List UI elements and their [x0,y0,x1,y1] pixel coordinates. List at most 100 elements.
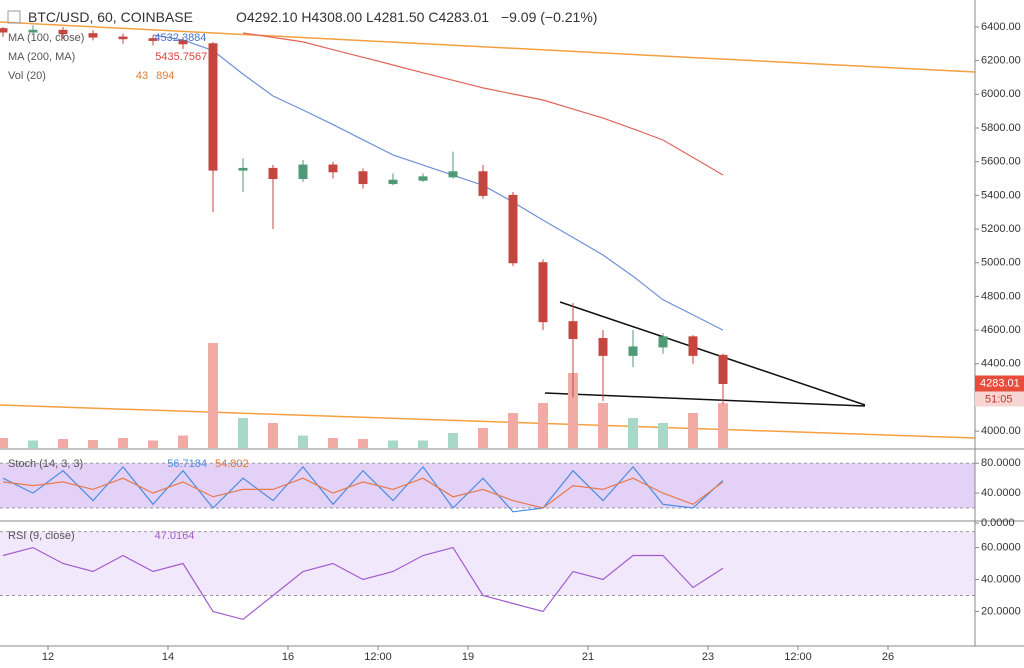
volume-bar [658,423,668,448]
indicator-line [2,477,724,509]
volume-bar [208,343,218,448]
candle-body [238,167,248,171]
candle-body [178,39,188,45]
volume-bar [598,403,608,448]
volume-bar [478,428,488,448]
legend-value: 43 [136,70,148,82]
candle-body [58,29,68,35]
volume-bar [0,438,8,448]
ohlc-value: 4292.10 [247,9,298,25]
x-tick-label: 12:00 [364,651,392,663]
candle-body [538,262,548,323]
legend-name: MA (100, close) [8,32,84,44]
volume-bar [118,438,128,448]
price-tag [975,375,1024,392]
legend-value: 47.0164 [155,530,195,542]
ohlc: O4292.10 H4308.00 L4281.50 C4283.01 −9.0… [236,9,597,25]
y-tick-label: 4600.00 [981,324,1021,336]
y-tick-label: 4400.00 [981,358,1021,370]
change: −9.09 (−0.21%) [501,9,598,25]
candle-body [598,338,608,356]
ma-line [152,34,724,331]
volume-bar [538,403,548,448]
x-tick-label: 12:00 [784,651,812,663]
y-tick-label: 4800.00 [981,290,1021,302]
trend-line [559,301,866,406]
y-tick-label: 20.0000 [981,605,1021,617]
y-tick-label: 6000.00 [981,88,1021,100]
volume-bar [298,435,308,448]
indicator-line [2,465,724,513]
x-tick-label: 16 [282,651,294,663]
y-tick-label: 60.0000 [981,541,1021,553]
legend-value: 5435.7567 [155,51,207,63]
x-tick-label: 26 [882,651,894,663]
legend-value: 56.7184 [167,458,207,470]
countdown-tag [975,391,1024,407]
candle-body [688,336,698,356]
price-tag-label: 4283.01 [980,377,1020,389]
y-tick-label: 5800.00 [981,122,1021,134]
candle-body [328,164,338,173]
candle-body [268,167,278,180]
y-tick-label: 4000.00 [981,425,1021,437]
volume-bar [238,418,248,448]
candle-body [718,354,728,384]
y-tick-label: 0.0000 [981,517,1015,529]
x-tick-label: 19 [462,651,474,663]
legend-name: RSI (9, close) [8,530,75,542]
symbol: BTC/USD, 60, COINBASE [28,9,193,25]
header: BTC/USD, 60, COINBASE [28,9,193,25]
volume-bar [358,439,368,448]
legend: MA (100, close) 4532.3884 [8,32,206,44]
candle-body [0,28,8,33]
legend: MA (200, MA) 5435.7567 [8,51,207,63]
band [0,463,975,509]
volume-bar [88,440,98,448]
ohlc-value: 4283.01 [438,9,489,25]
volume-bar [268,423,278,448]
candle-body [208,43,218,171]
volume-bar [148,440,158,448]
candle-body [508,194,518,264]
ohlc-label: H [301,9,311,25]
volume-bar [178,435,188,448]
candle-body [298,164,308,180]
volume-bar [688,413,698,448]
ohlc-label: C [428,9,438,25]
legend-value: 4532.3884 [154,32,206,44]
trend-line [544,392,866,407]
candle-body [118,36,128,40]
legend-name: Stoch (14, 3, 3) [8,458,83,470]
candle-body [88,33,98,38]
y-tick-label: 6200.00 [981,55,1021,67]
candle-body [388,179,398,185]
y-tick-label: 5000.00 [981,257,1021,269]
countdown: 51:05 [985,393,1013,405]
plot: 4000.004200.004400.004600.004800.005000.… [0,21,1024,663]
volume-bar [568,373,578,448]
volume-bar [508,413,518,448]
candle-body [478,171,488,196]
candle-body [568,321,578,340]
y-tick-label: 5200.00 [981,223,1021,235]
volume-bar [448,433,458,448]
candle-body [28,29,38,33]
trend-line [0,21,976,73]
volume-bar [28,440,38,448]
volume-bar [58,439,68,448]
x-tick-label: 12 [42,651,54,663]
band [0,531,975,596]
legend: RSI (9, close) 47.0164 [8,530,194,542]
y-tick-label: 5600.00 [981,156,1021,168]
trend-line [0,404,976,439]
ohlc-value: 4308.00 [312,9,363,25]
legend-value: 54.802 [215,458,249,470]
x-tick-label: 23 [702,651,714,663]
candle-body [148,38,158,41]
volume-bar [628,418,638,448]
legend-name: Vol (20) [8,70,46,82]
volume-bar [328,438,338,448]
legend-name: MA (200, MA) [8,51,75,63]
legend: Stoch (14, 3, 3) 56.7184 54.802 [8,458,249,470]
